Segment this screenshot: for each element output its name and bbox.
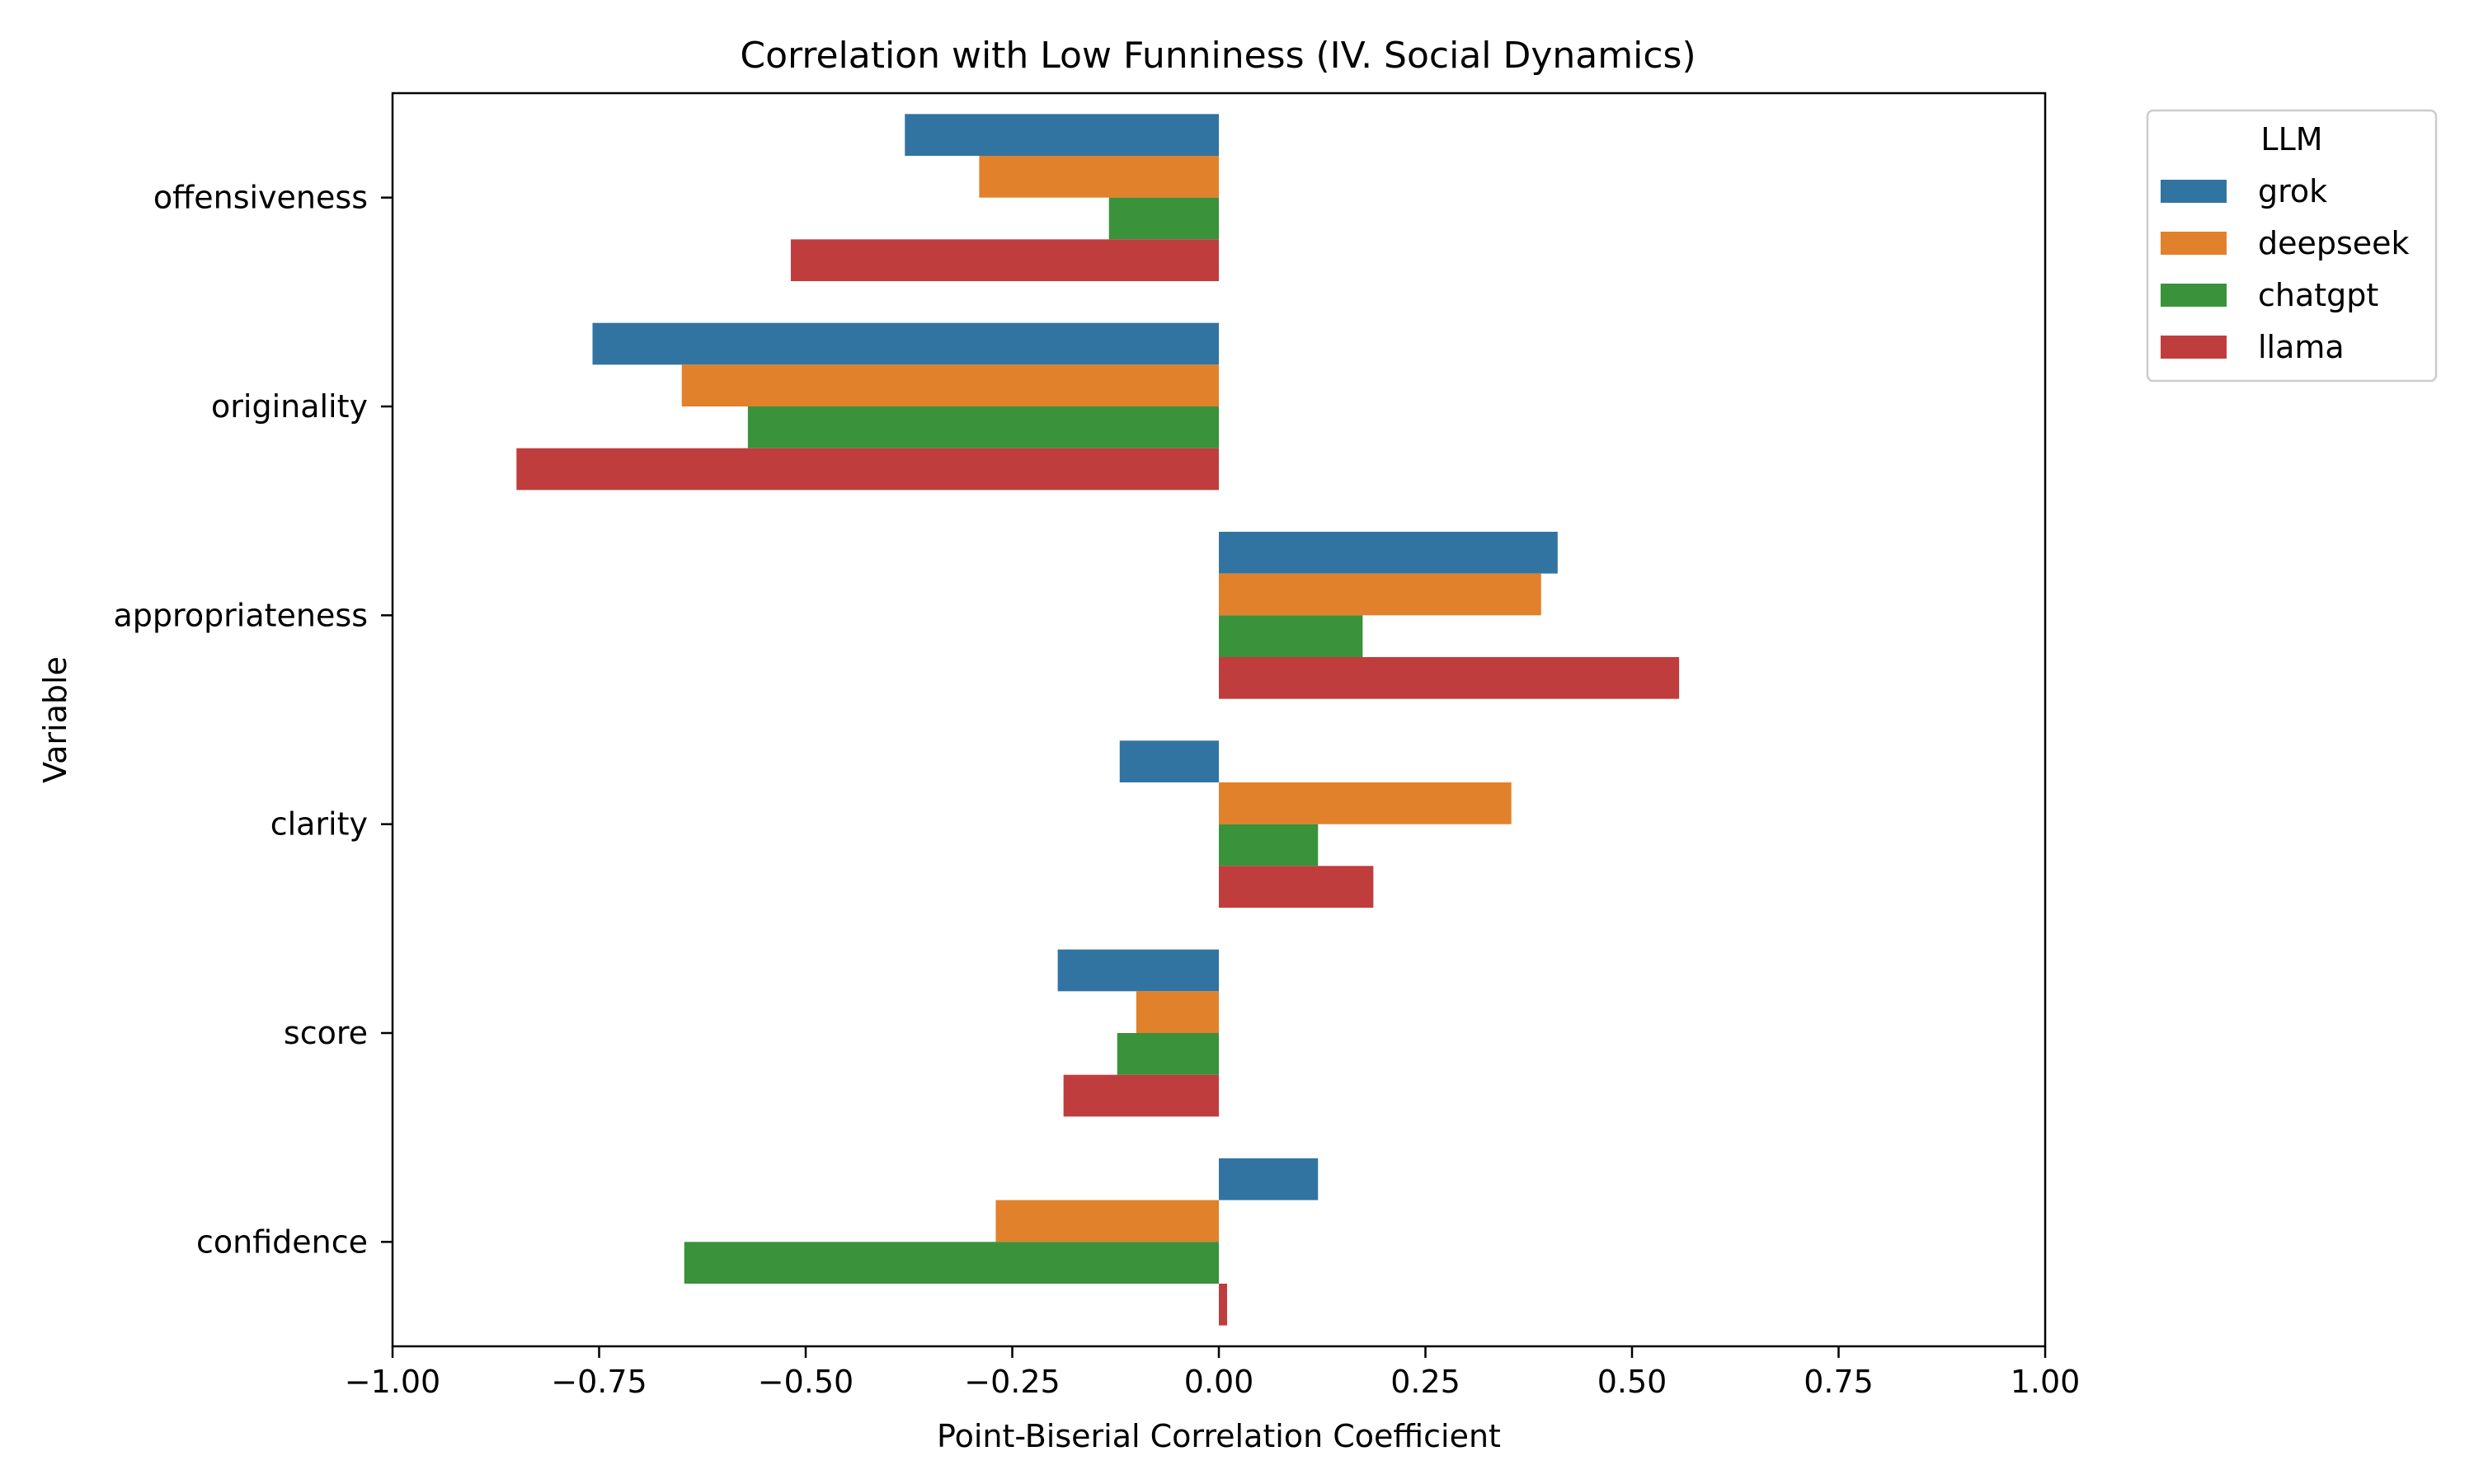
legend-frame <box>2146 109 2438 383</box>
x-tick-label: 0.75 <box>1804 1364 1874 1400</box>
bars-layer <box>516 114 1680 1326</box>
x-tick-label: −0.25 <box>964 1364 1060 1400</box>
legend-label-grok: grok <box>2258 173 2327 209</box>
bar-chatgpt-confidence <box>684 1242 1219 1284</box>
y-axis-label: Variable <box>37 656 73 783</box>
bar-llama-offensiveness <box>790 239 1219 281</box>
bar-grok-appropriateness <box>1219 532 1558 574</box>
y-tick-label-originality: originality <box>211 388 368 425</box>
legend-swatch-llama <box>2161 336 2227 359</box>
x-tick-label: −0.50 <box>758 1364 854 1400</box>
bar-deepseek-appropriateness <box>1219 573 1541 616</box>
bar-llama-score <box>1063 1074 1219 1117</box>
bar-llama-clarity <box>1219 866 1374 908</box>
x-tick-label: 0.25 <box>1390 1364 1460 1400</box>
x-tick-label: 1.00 <box>2011 1364 2081 1400</box>
bar-deepseek-clarity <box>1219 782 1512 824</box>
bar-grok-score <box>1057 949 1219 992</box>
legend-swatch-grok <box>2161 180 2227 203</box>
y-tick-label-offensiveness: offensiveness <box>153 180 368 216</box>
bar-deepseek-originality <box>681 364 1219 406</box>
bar-grok-originality <box>592 322 1219 365</box>
legend-swatch-chatgpt <box>2161 284 2227 307</box>
bar-deepseek-offensiveness <box>979 156 1219 198</box>
legend-label-llama: llama <box>2258 329 2345 365</box>
x-tick-label: 0.00 <box>1184 1364 1254 1400</box>
y-tick-label-score: score <box>284 1015 368 1051</box>
y-axis-ticks: offensiveness originality appropriateness c… <box>114 180 393 1260</box>
legend-swatch-deepseek <box>2161 232 2227 255</box>
y-tick-label-confidence: confidence <box>196 1223 368 1260</box>
bar-llama-originality <box>516 448 1219 491</box>
x-tick-label: 0.50 <box>1597 1364 1667 1400</box>
legend-label-chatgpt: chatgpt <box>2258 277 2378 313</box>
y-tick-label-appropriateness: appropriateness <box>114 597 369 633</box>
bar-llama-appropriateness <box>1219 657 1680 699</box>
y-tick-label-clarity: clarity <box>270 806 368 843</box>
bar-deepseek-score <box>1136 991 1219 1033</box>
x-axis-label: Point-Biserial Correlation Coefficient <box>937 1418 1501 1454</box>
bar-chatgpt-appropriateness <box>1219 615 1363 657</box>
bar-chatgpt-offensiveness <box>1108 197 1219 240</box>
x-axis-ticks: −1.00 −0.75 −0.50 −0.25 0.00 0.25 0.50 0.75 1.00 <box>345 1346 2081 1400</box>
x-tick-label: −0.75 <box>551 1364 647 1400</box>
bar-chatgpt-score <box>1117 1033 1219 1075</box>
bar-chatgpt-clarity <box>1219 824 1319 866</box>
bar-grok-clarity <box>1119 740 1219 782</box>
legend-title: LLM <box>2260 121 2322 157</box>
bar-deepseek-confidence <box>995 1200 1219 1242</box>
bar-llama-confidence <box>1219 1284 1228 1326</box>
x-tick-label: −1.00 <box>345 1364 440 1400</box>
chart-title: Correlation with Low Funniness (IV. Soci… <box>740 35 1696 77</box>
bar-chatgpt-originality <box>747 406 1219 448</box>
legend-label-deepseek: deepseek <box>2258 225 2410 261</box>
bar-grok-offensiveness <box>905 114 1219 156</box>
legend-items: grok deepseek chatgpt llama <box>2161 173 2410 365</box>
legend: LLM grok deepseek chatgpt llama <box>2146 109 2438 383</box>
bar-grok-confidence <box>1219 1158 1319 1200</box>
